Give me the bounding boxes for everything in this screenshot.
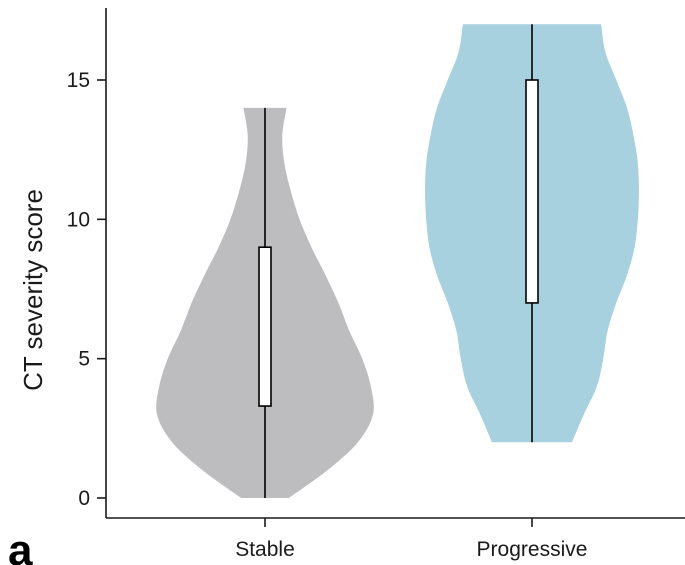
iqr-box-progressive (525, 79, 539, 304)
violin-progressive (425, 24, 639, 443)
y-tick-label: 0 (78, 487, 90, 510)
y-tick-label: 10 (67, 208, 90, 231)
y-tick-label: 5 (78, 348, 90, 371)
panel-label: a (8, 526, 33, 565)
violin-layer (156, 24, 639, 498)
y-tick-label: 15 (67, 69, 90, 92)
iqr-box-stable (258, 246, 272, 407)
x-tick-label-progressive: Progressive (477, 538, 588, 561)
x-tick-label-stable: Stable (235, 538, 295, 561)
violin-stable (156, 107, 374, 498)
axes-layer: 0 5 10 15 Stable Progressive (67, 8, 685, 561)
y-axis-title: CT severity score (18, 189, 48, 391)
